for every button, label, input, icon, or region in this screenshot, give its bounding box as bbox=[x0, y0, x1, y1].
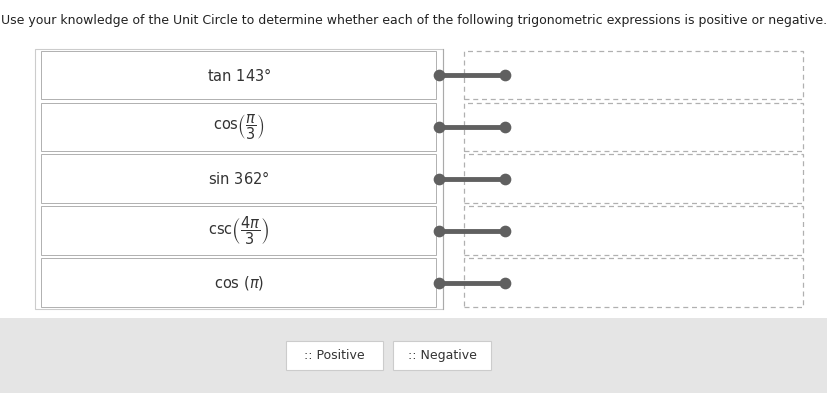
FancyBboxPatch shape bbox=[393, 341, 490, 370]
Point bbox=[432, 124, 445, 130]
Point bbox=[432, 72, 445, 78]
Text: Use your knowledge of the Unit Circle to determine whether each of the following: Use your knowledge of the Unit Circle to… bbox=[1, 14, 826, 27]
FancyBboxPatch shape bbox=[463, 206, 802, 255]
Point bbox=[498, 124, 511, 130]
FancyBboxPatch shape bbox=[463, 154, 802, 203]
FancyBboxPatch shape bbox=[41, 103, 436, 151]
FancyBboxPatch shape bbox=[41, 154, 436, 203]
Text: :: Positive: :: Positive bbox=[304, 349, 365, 362]
Point bbox=[498, 279, 511, 286]
Point bbox=[432, 279, 445, 286]
Text: $\cos\!\left(\dfrac{\pi}{3}\right)$: $\cos\!\left(\dfrac{\pi}{3}\right)$ bbox=[213, 112, 265, 142]
FancyBboxPatch shape bbox=[0, 318, 827, 393]
FancyBboxPatch shape bbox=[463, 103, 802, 151]
FancyBboxPatch shape bbox=[463, 258, 802, 307]
FancyBboxPatch shape bbox=[35, 49, 442, 309]
Point bbox=[432, 228, 445, 234]
Point bbox=[498, 228, 511, 234]
Point bbox=[498, 176, 511, 182]
FancyBboxPatch shape bbox=[41, 206, 436, 255]
Text: $\csc\!\left(\dfrac{4\pi}{3}\right)$: $\csc\!\left(\dfrac{4\pi}{3}\right)$ bbox=[208, 215, 269, 247]
FancyBboxPatch shape bbox=[463, 51, 802, 99]
Point bbox=[432, 176, 445, 182]
Point bbox=[498, 72, 511, 78]
Text: :: Negative: :: Negative bbox=[407, 349, 476, 362]
FancyBboxPatch shape bbox=[41, 258, 436, 307]
FancyBboxPatch shape bbox=[285, 341, 383, 370]
FancyBboxPatch shape bbox=[41, 51, 436, 99]
Text: $\mathrm{cos}\ (\pi)$: $\mathrm{cos}\ (\pi)$ bbox=[213, 274, 264, 292]
Text: $\mathrm{sin}\ 362°$: $\mathrm{sin}\ 362°$ bbox=[208, 170, 270, 187]
Text: $\mathrm{tan}\ 143°$: $\mathrm{tan}\ 143°$ bbox=[207, 66, 270, 84]
